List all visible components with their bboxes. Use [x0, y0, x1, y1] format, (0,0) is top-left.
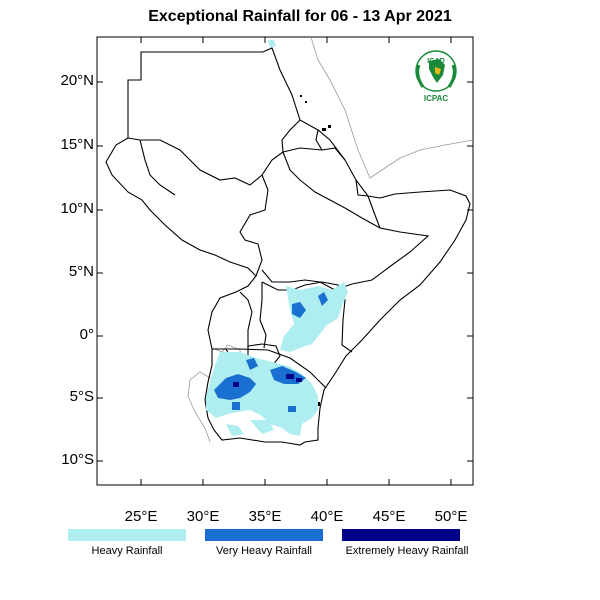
logo-text: IGAD — [427, 58, 445, 65]
latitude-label: 10°N — [60, 200, 94, 217]
longitude-label: 45°E — [372, 508, 406, 525]
longitude-label: 40°E — [310, 508, 344, 525]
longitude-label: 35°E — [248, 508, 282, 525]
latitude-label: 0° — [79, 326, 94, 343]
igad-emblem-icon: IGAD — [415, 50, 457, 92]
legend-label-extremely-heavy: Extremely Heavy Rainfall — [345, 545, 469, 557]
axis-ticks — [97, 37, 473, 485]
map-frame — [96, 36, 474, 486]
islands — [300, 95, 331, 406]
extremely-heavy-rainfall-area — [233, 374, 302, 387]
latitude-label: 5°S — [69, 388, 94, 405]
legend-label-very-heavy: Very Heavy Rainfall — [216, 545, 312, 557]
longitude-label: 50°E — [434, 508, 468, 525]
legend-swatch-very-heavy — [205, 529, 323, 541]
longitude-label: 30°E — [186, 508, 220, 525]
longitude-label: 25°E — [124, 508, 158, 525]
legend-swatch-heavy — [68, 529, 186, 541]
latitude-label: 20°N — [60, 72, 94, 89]
logo-name: ICPAC — [423, 94, 449, 103]
latitude-label: 10°S — [61, 451, 94, 468]
latitude-label: 5°N — [68, 263, 94, 280]
legend-swatch-extremely-heavy — [342, 529, 460, 541]
map-title: Exceptional Rainfall for 06 - 13 Apr 202… — [148, 8, 452, 25]
latitude-label: 15°N — [60, 136, 94, 153]
legend-label-heavy: Heavy Rainfall — [91, 545, 163, 557]
